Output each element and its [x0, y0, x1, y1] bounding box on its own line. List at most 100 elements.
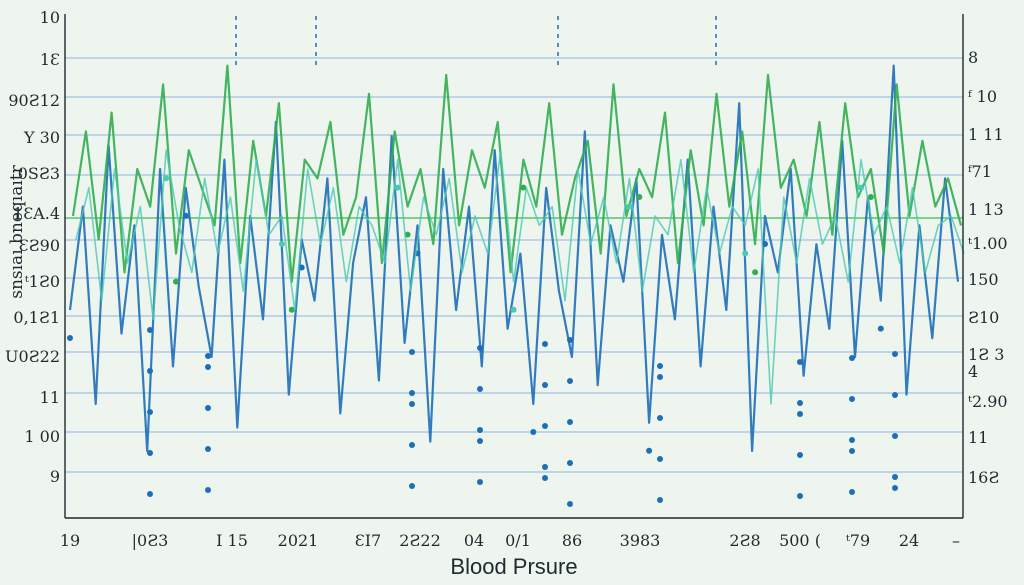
- scatter-dot: [205, 446, 211, 452]
- y-tick-label-right: 11: [968, 428, 988, 447]
- y-tick-label-right: 1 13: [968, 200, 1004, 219]
- x-tick-label: 0/1: [505, 531, 531, 550]
- y-tick-label-left: Y 30: [23, 128, 60, 147]
- scatter-dot: [657, 363, 663, 369]
- y-tick-label-left: 90Ƨ12: [8, 91, 60, 110]
- x-tick-label: –: [952, 531, 960, 550]
- scatter-dot: [849, 355, 855, 361]
- y-tick-label-right: ᶠ 10: [968, 87, 997, 106]
- scatter-dot: [477, 386, 483, 392]
- x-tick-label: 2021: [278, 531, 319, 550]
- x-axis-title: Blood Prsure: [450, 554, 577, 579]
- y-tick-label-right: 4: [968, 362, 978, 381]
- x-tick-label: 500 (: [779, 531, 821, 550]
- scatter-dot: [797, 359, 803, 365]
- y-tick-label-right: ᵗ2.90: [968, 392, 1008, 411]
- scatter-dot: [892, 351, 898, 357]
- scatter-dot: [797, 411, 803, 417]
- data-point: [520, 184, 527, 191]
- y-tick-label-left: 9: [50, 467, 60, 486]
- data-point: [636, 194, 643, 200]
- scatter-dot: [657, 456, 663, 462]
- scatter-dot: [205, 353, 211, 359]
- y-tick-label-left: 0SƧ3: [18, 164, 60, 183]
- scatter-dot: [147, 450, 153, 456]
- data-point: [510, 306, 517, 313]
- data-point: [877, 325, 884, 332]
- data-point: [867, 194, 874, 200]
- y-tick-label-left: ᵗ1Ƨ0: [25, 272, 60, 291]
- x-tick-label: 2Ƨ8: [729, 531, 760, 550]
- scatter-dot: [409, 401, 415, 407]
- scatter-dot: [147, 368, 153, 374]
- scatter-dot: [657, 497, 663, 503]
- data-point: [67, 335, 73, 341]
- data-point: [752, 269, 759, 276]
- scatter-dot: [892, 474, 898, 480]
- data-point: [288, 306, 295, 313]
- data-point: [646, 447, 653, 454]
- scatter-dot: [542, 464, 548, 470]
- data-point: [278, 241, 285, 247]
- y-tick-label-left: U0Ƨ22: [5, 347, 60, 366]
- scatter-dot: [477, 345, 483, 351]
- scatter-dot: [147, 327, 153, 333]
- x-tick-label: 3983: [620, 531, 661, 550]
- scatter-dot: [409, 483, 415, 489]
- scatter-dot: [892, 392, 898, 398]
- scatter-dot: [542, 382, 548, 388]
- scatter-dot: [147, 409, 153, 415]
- data-point: [626, 203, 633, 210]
- series-line: [71, 64, 963, 283]
- x-tick-label: 04: [464, 531, 484, 550]
- data-point: [173, 278, 179, 285]
- scatter-dot: [657, 415, 663, 421]
- scatter-dot: [409, 442, 415, 448]
- scatter-dot: [477, 479, 483, 485]
- x-tick-label: |0Ƨ3: [132, 531, 169, 550]
- data-point: [742, 250, 749, 257]
- y-tick-label-right: ᵗ1.00: [968, 234, 1008, 253]
- data-point: [762, 241, 768, 247]
- x-tick-label: 2Ƨ22: [399, 531, 441, 550]
- scatter-dot: [477, 427, 483, 433]
- scatter-dot: [849, 396, 855, 402]
- scatter-dot: [205, 364, 211, 370]
- x-tick-label: 86: [562, 531, 582, 550]
- y-tick-label-right: ᶠ71: [968, 162, 992, 181]
- scatter-dot: [849, 448, 855, 454]
- scatter-dot: [567, 378, 573, 384]
- scatter-dot: [797, 452, 803, 458]
- scatter-dot: [409, 390, 415, 396]
- data-point: [404, 231, 411, 238]
- y-tick-label-left: 10: [40, 8, 60, 27]
- y-tick-label-left: 1Ɛ: [40, 50, 60, 69]
- scatter-dot: [657, 374, 663, 380]
- series-line: [68, 64, 960, 453]
- y-tick-label-right: 16Ƨ: [968, 468, 999, 487]
- y-tick-label-right: 8: [968, 48, 978, 67]
- scatter-dot: [567, 501, 573, 507]
- tick-labels: 10 1Ɛ 90Ƨ12 Y 30 0SƧ3 1ƐA.4 ƐƧ90 ᵗ1Ƨ0 0,1Ƨ1 U0Ƨ22…: [5, 8, 1008, 550]
- scatter-dot: [567, 419, 573, 425]
- y-tick-label-right: 1Ƨ 3: [968, 345, 1004, 364]
- y-axis-title: snsıaı bneqıaıtr: [7, 164, 27, 298]
- scatter-dot: [409, 349, 415, 355]
- scatter-dot: [797, 493, 803, 499]
- scatter-dot: [542, 423, 548, 429]
- y-tick-label-left: ƐƧ90: [19, 236, 60, 255]
- x-tick-label: 19: [60, 531, 80, 550]
- scatter-dot: [542, 475, 548, 481]
- scatter-dot: [205, 487, 211, 493]
- scatter-dot: [477, 438, 483, 444]
- scatter-dot: [567, 460, 573, 466]
- scatter-dot: [849, 437, 855, 443]
- scatter-dot: [567, 337, 573, 343]
- scatter-dot: [797, 400, 803, 406]
- scatter-dots: [147, 16, 898, 507]
- scatter-dot: [892, 485, 898, 491]
- x-tick-label: I 15: [216, 531, 248, 550]
- data-point: [298, 264, 305, 271]
- scatter-dot: [205, 405, 211, 411]
- data-point: [163, 175, 170, 182]
